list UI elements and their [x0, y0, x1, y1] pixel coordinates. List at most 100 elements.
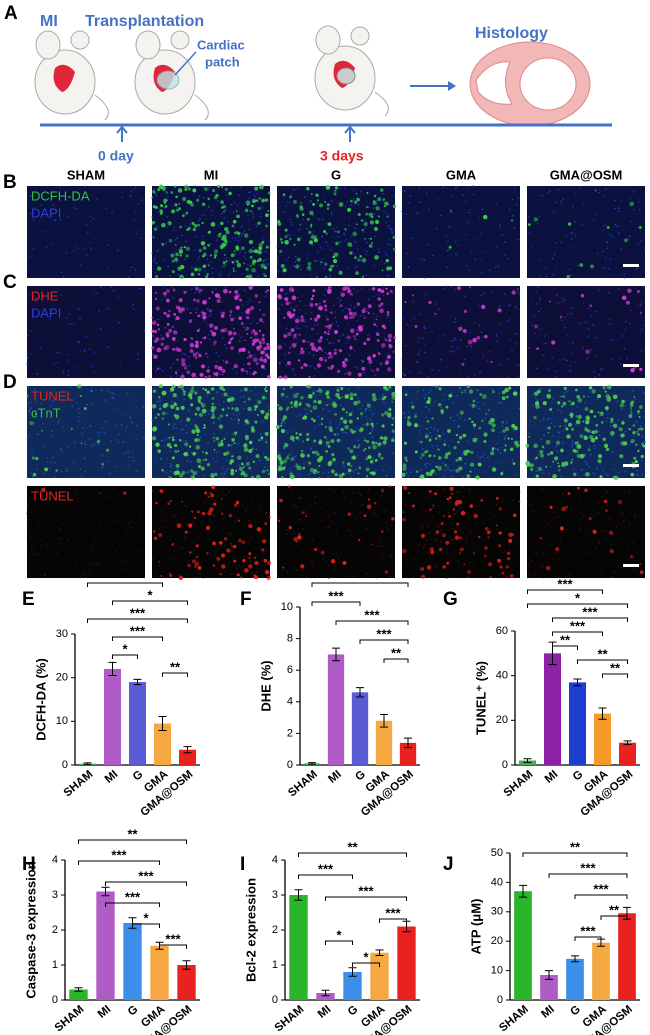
cell — [324, 358, 328, 362]
cell — [160, 457, 162, 460]
cell — [382, 285, 385, 288]
cell — [289, 346, 292, 349]
cell — [424, 450, 428, 454]
cell — [247, 351, 251, 354]
cell — [518, 491, 521, 494]
cell — [33, 529, 35, 532]
x-tick-label: MI — [539, 1003, 557, 1020]
cell — [499, 224, 502, 226]
cell — [441, 399, 444, 401]
cell — [375, 193, 377, 196]
cell — [129, 195, 132, 198]
cell — [76, 247, 78, 249]
cell — [594, 473, 596, 475]
cell — [78, 420, 81, 422]
cell — [442, 186, 445, 189]
cell — [428, 454, 432, 458]
cell — [287, 351, 291, 355]
cell — [468, 389, 474, 394]
cell — [366, 572, 369, 574]
cell — [73, 323, 75, 325]
cell — [60, 470, 63, 473]
y-tick-label: 50 — [491, 847, 503, 859]
cell — [304, 408, 307, 411]
cell — [428, 300, 432, 305]
cell — [413, 558, 415, 560]
cell — [92, 217, 94, 220]
cell — [165, 437, 168, 440]
cell — [177, 572, 180, 575]
cell — [560, 411, 563, 414]
cell — [283, 446, 285, 448]
cell — [181, 373, 184, 375]
cell — [193, 223, 198, 228]
cell — [48, 318, 51, 321]
cell — [471, 348, 473, 350]
panel-label: D — [3, 372, 17, 393]
cell — [325, 261, 327, 264]
cell — [293, 537, 298, 542]
cell — [452, 508, 456, 511]
cell — [202, 451, 204, 453]
cell — [296, 506, 299, 509]
cell — [261, 527, 264, 529]
cell — [304, 363, 308, 368]
cell — [602, 250, 605, 253]
cell — [564, 424, 566, 427]
cell — [53, 362, 56, 365]
cell — [559, 396, 562, 398]
significance-bracket — [105, 902, 160, 907]
cell — [305, 325, 308, 327]
cell — [313, 375, 316, 378]
cell — [325, 445, 328, 447]
cell — [255, 453, 260, 459]
cell — [374, 515, 377, 517]
cell — [633, 516, 636, 518]
cell — [326, 438, 328, 441]
cell — [569, 404, 572, 406]
cell — [163, 201, 167, 204]
cell — [291, 490, 294, 492]
cell — [356, 223, 359, 226]
bar — [399, 742, 417, 765]
cell — [484, 250, 487, 253]
cell — [75, 565, 78, 567]
cell — [448, 385, 451, 388]
cell — [595, 423, 599, 427]
cell — [467, 375, 469, 378]
cell — [636, 430, 639, 433]
cell — [317, 415, 320, 418]
cell — [312, 450, 315, 454]
cell — [349, 396, 354, 401]
cell — [259, 184, 264, 190]
cell — [642, 441, 644, 444]
cell — [424, 397, 426, 400]
cell — [506, 556, 511, 561]
cell — [354, 227, 356, 229]
cell — [290, 457, 295, 462]
cell — [171, 543, 174, 546]
cell — [461, 453, 464, 456]
cell — [487, 530, 491, 535]
y-tick-label: 3 — [272, 889, 278, 901]
cell — [548, 390, 550, 393]
cell — [196, 510, 200, 514]
cell — [346, 529, 349, 532]
cell — [476, 505, 479, 507]
y-axis-label: DCFH-DA (%) — [33, 658, 48, 741]
cell — [219, 385, 224, 391]
cell — [43, 472, 46, 475]
cell — [533, 497, 535, 499]
cell — [632, 555, 634, 558]
cell — [619, 504, 621, 507]
cell — [377, 352, 381, 355]
significance-label: *** — [125, 889, 141, 904]
cell — [345, 411, 348, 414]
cell — [258, 196, 261, 200]
cell — [632, 424, 636, 427]
cell — [205, 525, 210, 530]
cell — [365, 439, 370, 444]
cell — [248, 564, 253, 569]
cell — [248, 440, 253, 445]
cell — [438, 545, 441, 548]
